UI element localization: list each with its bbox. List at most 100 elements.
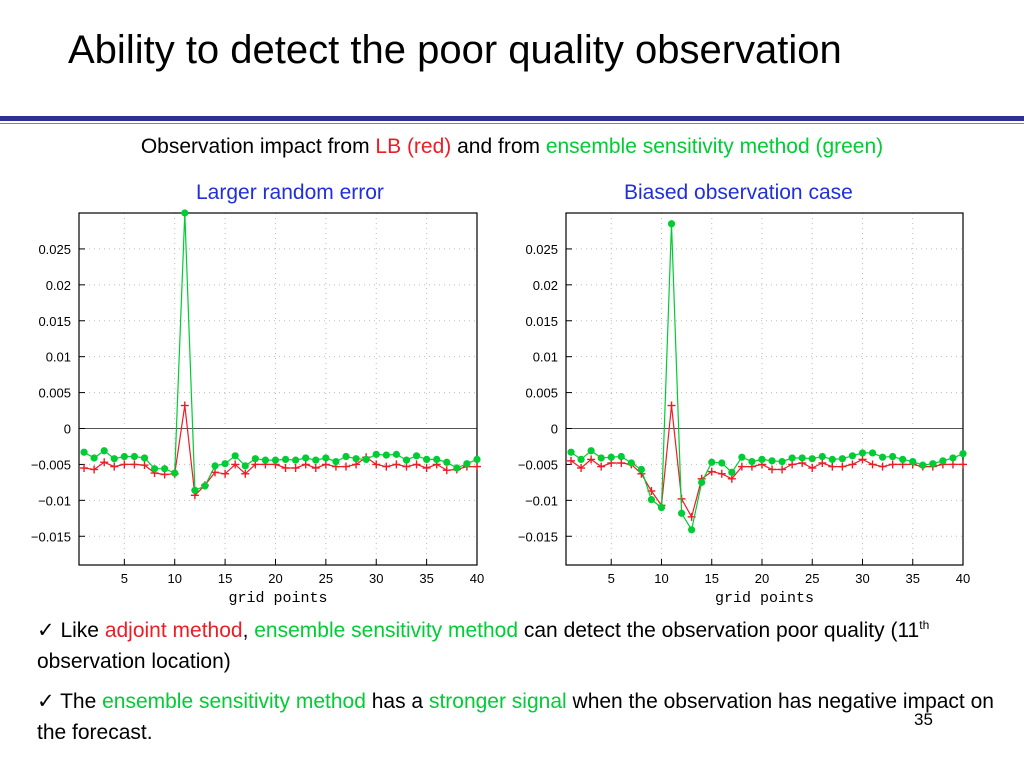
red-point xyxy=(402,462,411,471)
red-point xyxy=(100,458,109,467)
green-point xyxy=(80,448,88,456)
bullet-1-ensemble: ensemble sensitivity method xyxy=(254,619,519,642)
bullet-1-text-3: can detect the observation poor quality … xyxy=(518,619,920,642)
green-point xyxy=(362,455,370,463)
red-point xyxy=(241,469,250,478)
red-point xyxy=(382,462,391,471)
green-point xyxy=(567,448,575,456)
green-point xyxy=(919,461,927,469)
y-tick-label: 0 xyxy=(64,422,71,437)
green-point xyxy=(899,455,907,463)
red-point xyxy=(878,462,887,471)
red-point xyxy=(130,460,139,469)
red-point xyxy=(778,465,787,474)
green-point xyxy=(878,453,887,461)
green-point xyxy=(708,458,716,466)
y-tick-label: 0.015 xyxy=(525,314,558,329)
y-tick-label: 0.005 xyxy=(525,386,558,401)
green-point xyxy=(372,450,380,458)
green-point xyxy=(90,454,98,462)
green-point xyxy=(412,452,421,460)
green-point xyxy=(161,465,169,473)
right-panel-title: Biased observation case xyxy=(624,181,853,204)
x-tick-label: 15 xyxy=(704,571,718,586)
red-point xyxy=(321,460,330,469)
y-tick-label: 0.02 xyxy=(46,278,71,293)
green-point xyxy=(939,457,947,465)
green-point xyxy=(473,455,481,463)
left-panel-title: Larger random error xyxy=(196,181,384,204)
red-series-line xyxy=(570,405,963,519)
red-point xyxy=(948,460,957,469)
green-point xyxy=(302,454,310,462)
subtitle-text-1: Observation impact from xyxy=(140,135,376,158)
green-point xyxy=(657,503,666,512)
green-point xyxy=(191,486,199,494)
x-tick-label: 25 xyxy=(805,571,819,586)
x-tick-label: 10 xyxy=(654,571,668,586)
red-point xyxy=(838,462,847,471)
green-point xyxy=(647,496,656,504)
green-point xyxy=(231,452,239,460)
red-point xyxy=(717,469,726,478)
green-point xyxy=(322,454,330,462)
bullet-2-text-2: has a xyxy=(365,690,429,713)
red-point xyxy=(372,460,381,469)
slide-title: Ability to detect the poor quality obser… xyxy=(68,28,842,72)
green-point xyxy=(150,465,159,473)
red-point xyxy=(342,462,351,471)
bullet-2-text-3: when the observation has negative impact… xyxy=(37,690,994,744)
green-point xyxy=(929,460,937,468)
x-tick-label: 25 xyxy=(319,571,333,586)
slide-subtitle: Observation impact from LB (red) and fro… xyxy=(0,135,1024,159)
bullet-1-sup: th xyxy=(919,618,930,632)
y-tick-label: −0.015 xyxy=(518,529,558,544)
y-tick-label: 0 xyxy=(551,422,558,437)
y-tick-label: 0.01 xyxy=(46,350,71,365)
y-tick-label: 0.01 xyxy=(533,350,558,365)
y-tick-label: 0.025 xyxy=(525,242,558,257)
bullet-2-stronger-signal: stronger signal xyxy=(428,690,567,713)
green-point xyxy=(838,455,846,463)
red-point xyxy=(828,462,837,471)
green-point xyxy=(130,452,139,461)
red-point xyxy=(737,462,746,471)
check-icon: ✓ xyxy=(37,690,55,713)
red-point xyxy=(90,465,99,474)
check-icon: ✓ xyxy=(37,619,55,642)
page-number: 35 xyxy=(914,710,933,729)
green-point xyxy=(392,450,400,458)
green-point xyxy=(201,482,209,490)
bullet-2-ensemble: ensemble sensitivity method xyxy=(102,690,366,713)
green-point xyxy=(617,452,625,461)
red-point xyxy=(311,464,320,473)
green-point xyxy=(778,457,786,466)
green-point xyxy=(607,453,615,461)
bullet-1-adjoint: adjoint method xyxy=(104,619,243,642)
red-point xyxy=(422,464,431,473)
red-point xyxy=(120,460,129,469)
green-point xyxy=(808,455,816,463)
y-tick-label: 0.02 xyxy=(533,278,558,293)
green-point xyxy=(171,469,179,477)
red-point xyxy=(858,455,867,464)
green-point xyxy=(718,459,726,467)
x-tick-label: 40 xyxy=(956,571,970,586)
green-point xyxy=(110,455,118,463)
green-point xyxy=(637,465,645,474)
green-point xyxy=(667,220,676,228)
green-point xyxy=(140,454,149,462)
x-tick-label: 20 xyxy=(268,571,282,586)
bullet-1: ✓ Like adjoint method, ensemble sensitiv… xyxy=(37,610,997,677)
y-tick-label: −0.005 xyxy=(31,457,71,472)
green-point xyxy=(211,462,219,470)
green-point xyxy=(677,509,686,517)
green-point xyxy=(738,453,746,461)
y-tick-label: 0.025 xyxy=(38,242,71,257)
red-point xyxy=(868,460,877,469)
green-point xyxy=(402,456,411,464)
red-series-line xyxy=(83,405,477,497)
green-point xyxy=(251,455,259,463)
green-point xyxy=(382,451,390,459)
